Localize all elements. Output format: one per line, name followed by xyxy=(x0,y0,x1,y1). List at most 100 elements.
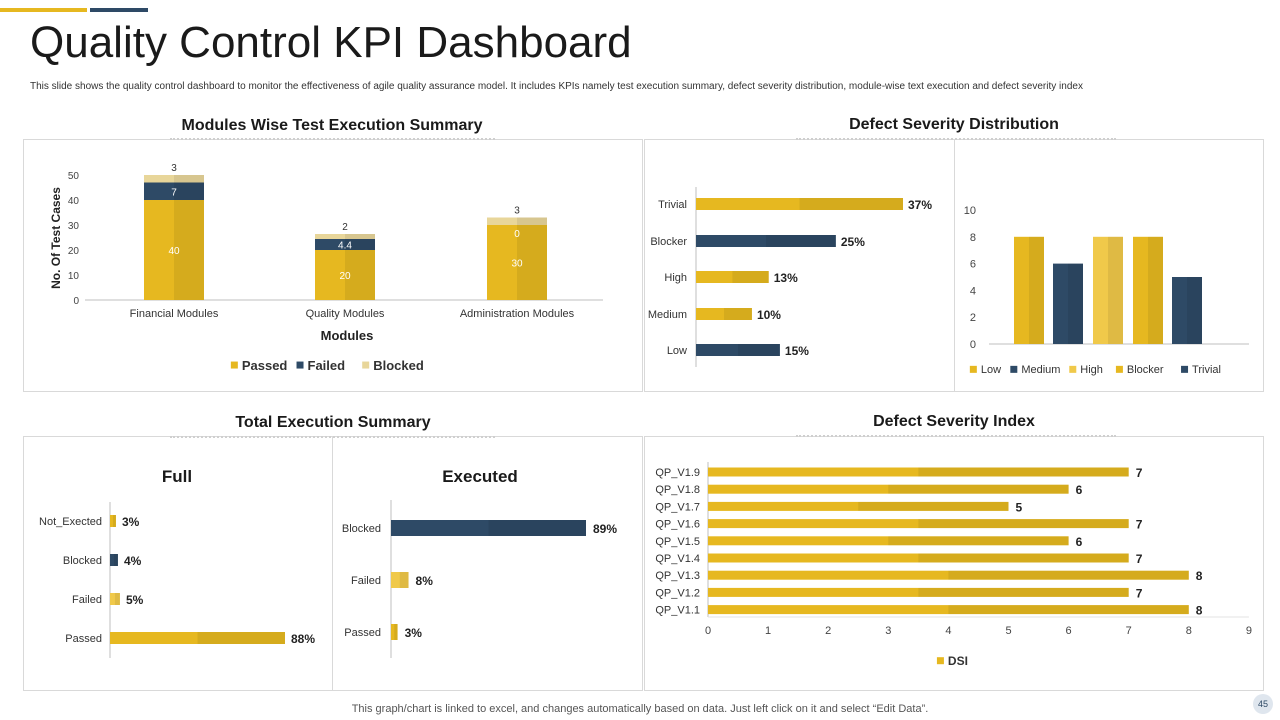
legend-label-blocker: Blocker xyxy=(1127,364,1164,376)
legend-swatch-blocked xyxy=(362,361,370,369)
x-tick-label: 1 xyxy=(765,625,771,637)
legend-label-trivial: Trivial xyxy=(1192,364,1221,376)
bar-quality-modules-blocked-shade xyxy=(345,234,375,239)
data-label-qp-v1-5: 6 xyxy=(1076,535,1083,549)
index-panel-title: Defect Severity Index xyxy=(873,413,1035,430)
y-tick-label: 8 xyxy=(970,232,976,244)
chart-legend: DSI xyxy=(936,654,968,668)
category-label-qp-v1-2: QP_V1.2 xyxy=(655,587,700,599)
bar-trivial xyxy=(1172,277,1202,344)
bar-financial-modules-passed-shade xyxy=(174,200,204,300)
y-tick-label: 0 xyxy=(970,339,976,351)
data-label-blocker: 25% xyxy=(841,235,865,249)
bar-qp-v1-6 xyxy=(708,519,1129,529)
data-label-qp-v1-4: 7 xyxy=(1136,552,1143,566)
bar-qp-v1-4-shade xyxy=(918,553,1129,563)
x-tick-label: 9 xyxy=(1246,625,1252,637)
data-label-blocked: 89% xyxy=(593,522,617,536)
distribution-count-bar-chart: 0 2 4 6 8 10 Low Medium High Blocker Trivial xyxy=(964,205,1249,376)
category-label-failed: Failed xyxy=(72,594,102,606)
bar-high-shade xyxy=(1108,236,1123,344)
data-label-financial-modules-failed: 7 xyxy=(171,187,177,198)
category-label-trivial: Trivial xyxy=(658,199,687,211)
category-label-qp-v1-8: QP_V1.8 xyxy=(655,484,700,496)
category-label-qp-v1-9: QP_V1.9 xyxy=(655,467,700,479)
bar-high-shade xyxy=(732,271,769,283)
category-label-blocker: Blocker xyxy=(650,236,687,248)
legend-label-passed: Passed xyxy=(242,358,288,373)
y-tick-label: 2 xyxy=(970,312,976,324)
data-label-administration-modules-blocked: 3 xyxy=(514,206,520,217)
bar-qp-v1-6-shade xyxy=(918,519,1129,529)
x-axis-title: Modules xyxy=(321,328,374,343)
data-label-medium: 10% xyxy=(757,308,781,322)
legend-label-high: High xyxy=(1080,364,1103,376)
category-label-qp-v1-5: QP_V1.5 xyxy=(655,536,700,548)
y-tick-label: 6 xyxy=(970,259,976,271)
x-tick-label: 2 xyxy=(825,625,831,637)
bar-quality-modules-failed-shade xyxy=(345,239,375,250)
data-label-passed: 3% xyxy=(405,626,423,640)
bar-failed-shade xyxy=(399,572,409,588)
data-label-trivial: 37% xyxy=(908,198,932,212)
category-label: Administration Modules xyxy=(460,308,575,320)
bar-blocked-shade xyxy=(488,520,586,536)
y-tick-label: 0 xyxy=(73,296,79,307)
data-label-qp-v1-3: 8 xyxy=(1196,569,1203,583)
total-panel-title: Total Execution Summary xyxy=(235,414,431,431)
accent-bar-navy xyxy=(90,8,148,12)
page-number: 45 xyxy=(1253,694,1273,714)
bar-financial-modules-blocked xyxy=(144,175,204,183)
accent-bar-gold xyxy=(0,8,87,12)
bar-qp-v1-5 xyxy=(708,536,1069,546)
data-label-low: 15% xyxy=(785,344,809,358)
legend-swatch-passed xyxy=(230,361,238,369)
data-label-administration-modules-failed: 0 xyxy=(514,229,520,240)
category-label: Quality Modules xyxy=(306,308,385,320)
legend-swatch-high xyxy=(1069,365,1077,373)
bar-blocked-shade xyxy=(113,554,118,566)
category-label-low: Low xyxy=(667,345,687,357)
bar-financial-modules-passed xyxy=(144,200,204,300)
index-title-rule xyxy=(796,435,1116,437)
total-title-rule xyxy=(170,436,495,438)
category-label-qp-v1-1: QP_V1.1 xyxy=(655,605,700,617)
data-label-quality-modules-blocked: 2 xyxy=(342,222,348,233)
legend-swatch-trivial xyxy=(1181,365,1189,373)
bar-low-shade xyxy=(737,344,780,356)
bar-blocker xyxy=(1133,236,1163,344)
category-label-blocked: Blocked xyxy=(63,555,102,567)
category-label-passed: Passed xyxy=(344,627,381,639)
bar-blocker-shade xyxy=(765,235,836,247)
bar-qp-v1-1-shade xyxy=(948,605,1189,615)
bar-trivial xyxy=(696,198,903,210)
bar-qp-v1-9 xyxy=(708,467,1129,477)
modules-panel-title: Modules Wise Test Execution Summary xyxy=(181,117,483,134)
bar-quality-modules-passed xyxy=(315,250,375,300)
data-label-failed: 5% xyxy=(126,593,144,607)
bar-failed-shade xyxy=(114,593,120,605)
bar-qp-v1-3 xyxy=(708,570,1189,580)
bar-qp-v1-8 xyxy=(708,484,1069,494)
chart-title: Executed xyxy=(442,467,518,486)
legend-label-blocked: Blocked xyxy=(373,358,424,373)
bar-trivial-shade xyxy=(799,198,903,210)
bar-quality-modules-failed xyxy=(315,239,375,250)
bar-blocked xyxy=(110,554,118,566)
bar-not-exected-shade xyxy=(112,515,116,527)
full-bar-chart: Full Not_Exected 3% Blocked 4% Failed 5% Passed… xyxy=(39,467,315,658)
data-label-administration-modules-passed: 30 xyxy=(511,259,523,270)
y-tick-label: 10 xyxy=(68,271,80,282)
y-tick-label: 10 xyxy=(964,205,976,217)
chart-legend: Passed Failed Blocked xyxy=(230,358,424,373)
x-tick-label: 8 xyxy=(1186,625,1192,637)
legend-swatch-dsi xyxy=(936,657,944,665)
data-label-blocked: 4% xyxy=(124,554,142,568)
bar-blocked xyxy=(391,520,586,536)
x-tick-label: 5 xyxy=(1005,625,1011,637)
legend-swatch-failed xyxy=(296,361,304,369)
bar-low-shade xyxy=(1029,236,1044,344)
x-tick-label: 3 xyxy=(885,625,891,637)
bar-failed xyxy=(391,572,409,588)
